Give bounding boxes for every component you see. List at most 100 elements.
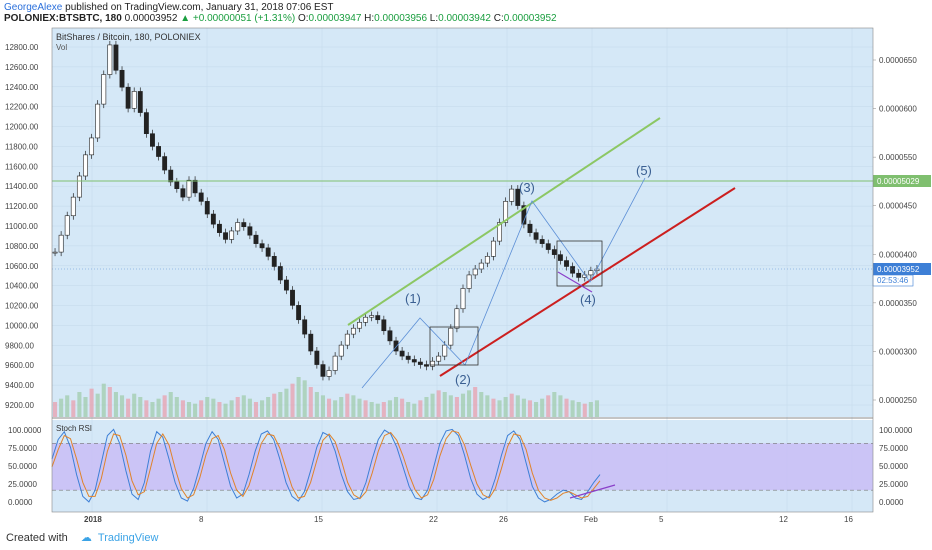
volume-bar — [460, 393, 466, 417]
candle-body — [52, 251, 58, 254]
candle-body — [570, 266, 576, 274]
volume-bar — [412, 403, 417, 417]
x-tick-label: 22 — [429, 515, 438, 524]
volume-bar — [296, 377, 301, 417]
volume-bar — [509, 393, 514, 417]
volume-bar — [119, 395, 125, 417]
x-tick-label: 2018 — [84, 515, 102, 524]
right-axis-label: 0.0000450 — [879, 202, 917, 211]
rsi-right-axis-label: 50.0000 — [879, 462, 908, 471]
price-tag: 0.00003952 — [877, 265, 920, 274]
left-axis-label: 12200.00 — [5, 103, 39, 112]
candle-body — [484, 256, 490, 264]
candle-body — [551, 249, 557, 255]
volume-bar — [308, 387, 313, 417]
left-axis-label: 9800.00 — [5, 341, 34, 350]
volume-bar — [71, 400, 76, 417]
high-value: 0.00003956 — [374, 13, 428, 24]
rsi-band — [52, 443, 873, 491]
left-axis-label: 12000.00 — [5, 123, 39, 132]
candle-body — [326, 370, 332, 377]
candle-body — [448, 327, 454, 346]
upper-trendline[interactable] — [347, 117, 661, 326]
volume-bar — [576, 402, 581, 417]
candle-body — [338, 344, 344, 357]
candle-body — [411, 359, 417, 363]
candle-body — [180, 188, 186, 198]
left-axis-label: 11400.00 — [5, 182, 38, 191]
volume-bar — [168, 392, 173, 417]
right-axis-label: 0.0000400 — [879, 250, 917, 259]
volume-label: Vol — [56, 43, 67, 52]
candle-body — [58, 234, 64, 253]
candle-body — [527, 223, 533, 233]
volume-bar — [369, 402, 374, 417]
volume-bar — [266, 397, 271, 417]
volume-bar — [205, 397, 210, 417]
volume-bar — [162, 395, 167, 417]
candle-body — [497, 222, 502, 242]
candle-body — [381, 319, 387, 332]
candle-body — [314, 350, 320, 365]
rsi-left-axis-label: 75.0000 — [8, 444, 37, 453]
candle-body — [472, 268, 478, 276]
volume-bar — [406, 402, 411, 417]
candle-body — [168, 169, 174, 183]
x-tick-label: 16 — [844, 515, 853, 524]
chart-border — [51, 27, 874, 513]
symbol-label: POLONIEX:BTSBTC, 180 — [4, 13, 122, 24]
rsi-left-axis-label: 50.0000 — [8, 462, 37, 471]
volume-bar — [515, 395, 520, 417]
candle-body — [101, 74, 107, 105]
left-axis-bg — [0, 28, 52, 512]
candle-body — [265, 247, 271, 257]
candle-body — [442, 344, 448, 357]
candle-body — [557, 254, 563, 261]
volume-bar — [65, 395, 70, 417]
volume-bar — [284, 388, 289, 417]
candle-body — [375, 315, 381, 321]
candle-body — [247, 226, 253, 236]
author-link[interactable]: GeorgeAlexe — [4, 2, 63, 13]
left-axis-label: 11200.00 — [5, 202, 38, 211]
volume-bar — [436, 390, 441, 417]
volume-bar — [199, 400, 204, 417]
rsi-series-line — [51, 428, 601, 503]
candle-body — [156, 146, 161, 157]
chart-svg[interactable]: 12800.00 12600.00 12400.00 12200.00 12000.00… — [0, 0, 932, 526]
volume-bar — [594, 400, 599, 417]
volume-bar — [424, 397, 429, 417]
rsi-series-line — [51, 430, 601, 501]
volume-bar — [253, 402, 259, 417]
price-pane-bg[interactable] — [52, 28, 873, 417]
candle-body — [125, 86, 131, 109]
close-label: C: — [493, 13, 504, 24]
x-tick-label: 8 — [199, 515, 204, 524]
right-axis-label: 0.0000600 — [879, 105, 917, 114]
wave-label: (4) — [580, 292, 596, 307]
candle-body — [113, 44, 119, 71]
volume-bar — [241, 395, 246, 417]
level-tag-bg — [873, 175, 931, 187]
volume-bar — [126, 398, 131, 417]
lower-trendline[interactable] — [439, 187, 736, 377]
volume-bar — [247, 398, 252, 417]
footer: Created with ☁ TradingView — [0, 526, 932, 550]
candle-body — [271, 256, 277, 267]
candle-body — [357, 321, 362, 329]
candle-body — [107, 44, 113, 75]
volume-bar — [357, 398, 362, 417]
volume-bar — [473, 387, 478, 417]
rsi-right-axis-label: 25.0000 — [879, 480, 908, 489]
candle-body — [76, 175, 82, 198]
candle-body — [503, 201, 509, 223]
volume-bar — [467, 390, 472, 417]
volume-bar — [339, 397, 344, 417]
volume-bar — [363, 400, 368, 417]
divergence-line-price — [557, 271, 593, 293]
rsi-right-axis-label: 100.0000 — [879, 426, 913, 435]
volume-bar — [375, 403, 380, 417]
rsi-right-axis-label: 0.0000 — [879, 498, 904, 507]
volume-bar — [588, 402, 593, 417]
left-axis-label: 10200.00 — [5, 302, 39, 311]
